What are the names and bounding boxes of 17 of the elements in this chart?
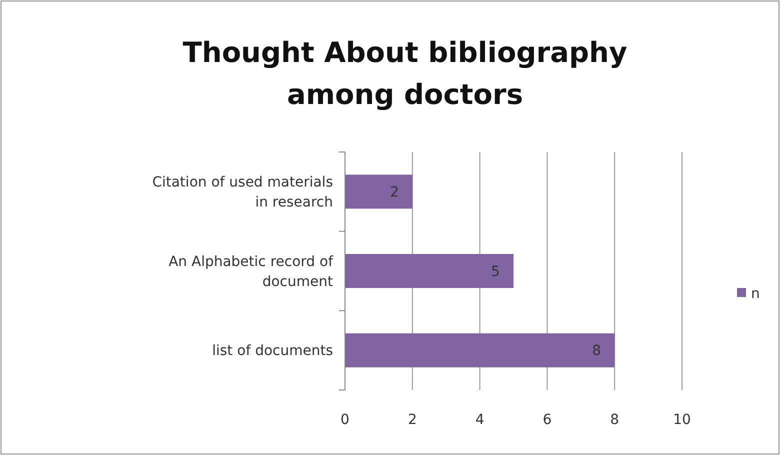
- x-tick-label: 2: [408, 412, 417, 428]
- data-label: 5: [491, 264, 500, 280]
- x-tick-label: 8: [610, 412, 620, 428]
- x-tick-label: 4: [475, 412, 484, 428]
- chart-title: Thought About bibliography among doctors: [182, 36, 628, 111]
- y-tick-label: Citation of used materials in research: [152, 174, 333, 211]
- y-tick-label: list of documents: [212, 343, 333, 360]
- bar: [345, 254, 514, 288]
- legend-label: n: [751, 286, 760, 302]
- x-tick-label: 0: [340, 412, 350, 428]
- x-tick-label: 6: [542, 412, 552, 428]
- y-tick-label: An Alphabetic record of document: [168, 254, 334, 290]
- data-label: 2: [390, 184, 399, 201]
- bar: [345, 174, 412, 209]
- bar: [345, 333, 615, 368]
- data-label: 8: [592, 343, 602, 360]
- x-tick-label: 10: [673, 412, 691, 428]
